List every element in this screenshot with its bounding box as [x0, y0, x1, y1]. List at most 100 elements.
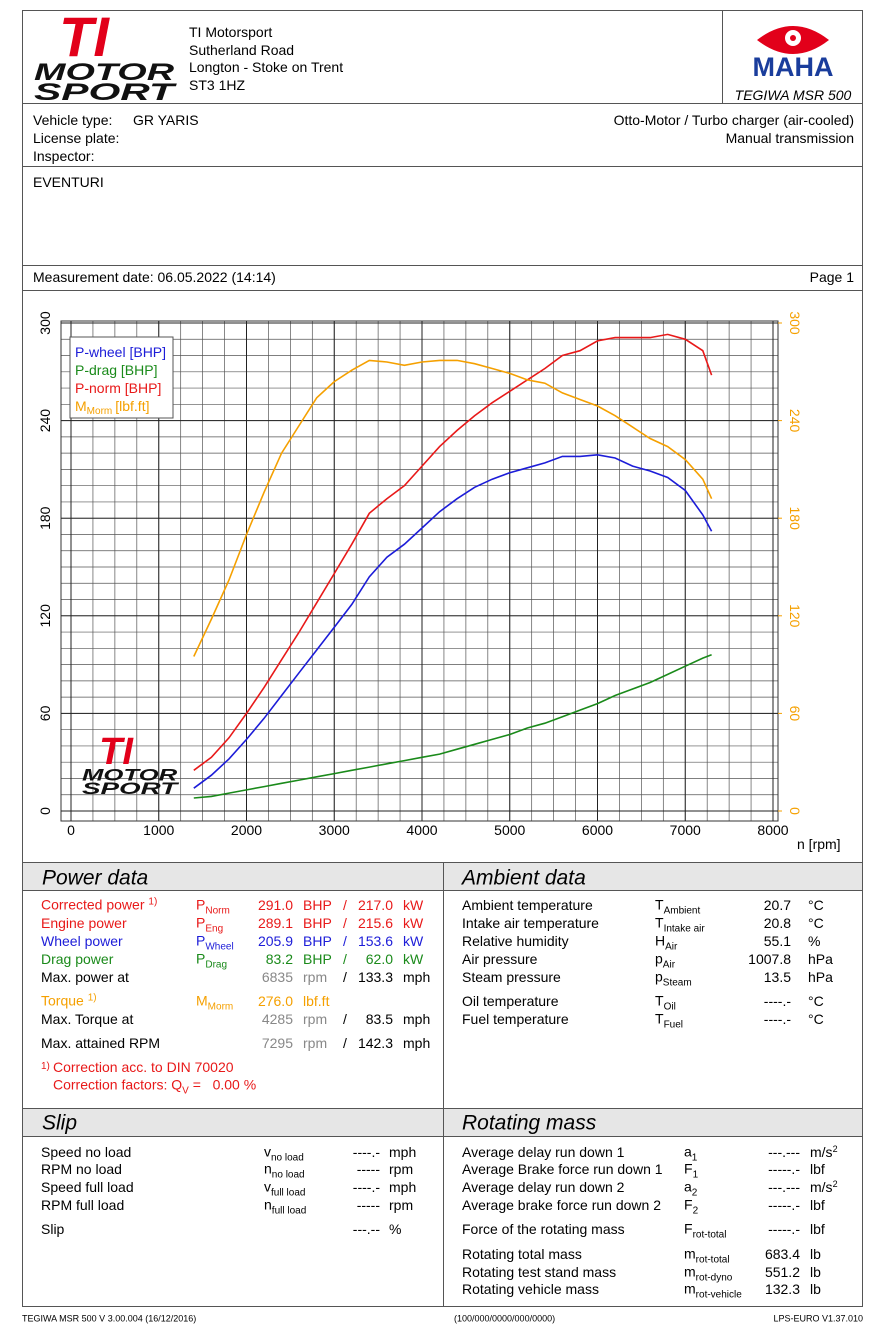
notes: EVENTURI — [33, 174, 104, 190]
row-label: Max. attained RPM — [41, 1035, 161, 1051]
sub: no load — [271, 1169, 305, 1181]
symbol-letter: p — [655, 968, 663, 985]
sub: rot-dyno — [695, 1272, 733, 1284]
divider — [22, 103, 863, 104]
value: 62.0 — [365, 951, 393, 967]
unit: mph — [403, 1011, 431, 1027]
label: License plate: — [33, 130, 120, 146]
sub: 1 — [691, 1152, 698, 1164]
symbol: nfull load — [264, 1198, 306, 1217]
watermark-logo-line2: SPORT — [82, 780, 181, 798]
section-title: Ambient data — [462, 866, 586, 890]
value: ----- — [356, 1161, 380, 1177]
row-label: Rotating test stand mass — [462, 1264, 617, 1280]
value: 153.6 — [357, 933, 393, 949]
symbol: MMorm — [196, 994, 233, 1013]
row-label: Slip — [41, 1221, 65, 1237]
address-line: TI Motorsport — [189, 24, 273, 40]
separator: / — [343, 933, 347, 949]
series-line — [193, 359, 713, 657]
sup: 1) — [87, 992, 97, 1004]
sup: 2 — [832, 1179, 838, 1189]
unit: °C — [808, 1011, 824, 1027]
value: -----.- — [768, 1221, 800, 1237]
unit: °C — [808, 993, 824, 1009]
value: 20.7 — [763, 897, 791, 913]
symbol: PEng — [196, 914, 223, 935]
value: 142.3 — [357, 1035, 393, 1051]
address-line: Sutherland Road — [189, 41, 295, 58]
logo-line1: MOTOR — [34, 59, 175, 86]
unit: BHP — [303, 915, 332, 931]
sub: rot-total — [692, 1229, 727, 1241]
unit: rpm — [303, 1035, 328, 1051]
x-tick-label: 6000 — [582, 822, 613, 838]
symbol-letter: T — [655, 896, 664, 913]
y2-tick-label: 240 — [787, 409, 803, 433]
symbol: PNorm — [196, 898, 230, 917]
text-part: Correction factors: Q — [53, 1076, 183, 1093]
sub: V — [182, 1085, 189, 1097]
sub: full load — [271, 1187, 306, 1199]
sub: Steam — [662, 977, 692, 989]
row-label: Torque 1) — [41, 992, 97, 1009]
separator: / — [343, 897, 347, 913]
row-label: RPM no load — [41, 1161, 122, 1177]
x-tick-label: 2000 — [231, 822, 262, 838]
value: 551.2 — [764, 1264, 800, 1280]
symbol-letter: F — [684, 1196, 693, 1213]
unit: hPa — [808, 951, 833, 967]
symbol-letter: a — [684, 1143, 692, 1160]
x-tick-label: 4000 — [406, 822, 437, 838]
legend-box — [69, 336, 174, 419]
value: 276.0 — [257, 993, 293, 1009]
symbol-letter: F — [684, 1220, 693, 1237]
row-label: Air pressure — [462, 951, 538, 967]
sub: Air — [665, 941, 678, 953]
legend-entry: P-wheel [BHP] — [75, 344, 166, 360]
y2-tick-label: 120 — [787, 604, 803, 628]
sub: Eng — [205, 923, 224, 935]
logo-mark: TI — [59, 5, 110, 68]
symbol: HAir — [655, 934, 677, 953]
divider — [22, 290, 863, 291]
x-tick-label: 3000 — [319, 822, 350, 838]
divider — [22, 265, 863, 266]
value: 132.3 — [764, 1281, 800, 1297]
symbol-letter: m — [684, 1280, 696, 1297]
series-line — [193, 654, 712, 799]
row-label: Average Brake force run down 1 — [462, 1161, 663, 1177]
unit: mph — [389, 1179, 417, 1195]
legend-text: [lbf.ft] — [115, 398, 149, 414]
value: ----.- — [763, 993, 791, 1009]
symbol-letter: p — [655, 950, 663, 967]
unit: mph — [403, 969, 431, 985]
model: TEGIWA MSR 500 — [734, 87, 852, 103]
section-title: Slip — [42, 1111, 78, 1135]
symbol-letter: F — [684, 1160, 693, 1177]
value: 13.5 — [763, 969, 791, 985]
row-label: Oil temperature — [462, 993, 559, 1009]
address-line: Longton - Stoke on Trent — [189, 59, 344, 75]
symbol-letter: P — [196, 914, 206, 931]
divider — [22, 1136, 863, 1137]
symbol-letter: P — [196, 950, 206, 967]
row-label: Corrected power 1) — [41, 896, 158, 913]
logo-line2: SPORT — [34, 79, 178, 106]
unit: lbf — [810, 1221, 825, 1237]
value: 4285 — [261, 1011, 293, 1027]
legend-text: P-wheel [BHP] — [75, 344, 166, 360]
value: 289.1 — [257, 915, 293, 931]
legend-entry: P-drag [BHP] — [75, 362, 157, 378]
row-label: Wheel power — [41, 933, 123, 949]
unit: kW — [403, 915, 424, 931]
unit: mph — [403, 1035, 431, 1051]
legend-text: P-norm [BHP] — [75, 380, 161, 396]
y-tick-label: 300 — [37, 311, 53, 335]
row-label: Average brake force run down 2 — [462, 1197, 661, 1213]
unit: BHP — [303, 897, 332, 913]
row-label: Force of the rotating mass — [462, 1221, 625, 1237]
row-label: RPM full load — [41, 1197, 125, 1213]
